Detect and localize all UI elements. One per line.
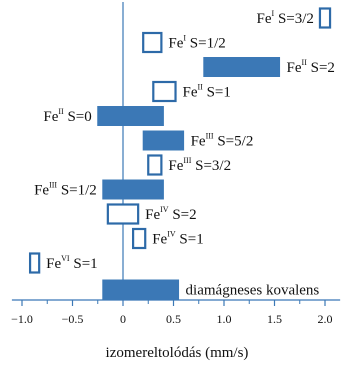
row-label: FeII S=1 <box>183 83 231 101</box>
row-labels: FeI S=3/2 FeI S=1/2 FeII S=2 FeII S=1 FeII S… <box>34 9 335 299</box>
range-bar <box>132 227 147 250</box>
row-label: diamágneses kovalens <box>186 283 320 299</box>
range-bar <box>147 154 163 176</box>
row-label: FeIII S=3/2 <box>168 156 231 174</box>
row-label: FeIV S=2 <box>145 205 197 223</box>
row-label: FeII S=2 <box>287 58 335 76</box>
range-bar <box>97 106 164 126</box>
row-label: FeIII S=1/2 <box>34 181 97 199</box>
range-bar <box>28 252 41 274</box>
row-label: FeIV S=1 <box>152 230 204 248</box>
x-tick-label: 0.5 <box>166 312 181 326</box>
bars <box>28 7 332 300</box>
range-bar <box>152 80 177 103</box>
x-tick-label: 2.0 <box>318 312 333 326</box>
x-tick-label: −0.5 <box>62 312 84 326</box>
range-bar <box>102 279 180 300</box>
x-tick-label: 1.0 <box>217 312 232 326</box>
row-label: FeVI S=1 <box>46 254 98 272</box>
x-tick-label: 1.5 <box>267 312 282 326</box>
range-bar <box>106 203 140 225</box>
x-axis-title: izomereltolódás (mm/s) <box>106 345 249 361</box>
x-tick-label: −1.0 <box>11 312 33 326</box>
range-bar <box>203 57 281 77</box>
row-label: FeI S=3/2 <box>257 9 314 27</box>
range-bar <box>142 31 163 54</box>
range-bar <box>318 7 332 29</box>
row-label: FeI S=1/2 <box>168 34 225 52</box>
range-bar <box>142 130 185 151</box>
row-label: FeIII S=5/2 <box>191 132 254 150</box>
axes: −1.0 −0.5 0 0.5 1.0 1.5 2.0 <box>11 2 341 326</box>
x-tick-label: 0 <box>120 312 126 326</box>
range-bar <box>102 179 164 200</box>
row-label: FeII S=0 <box>43 107 91 125</box>
